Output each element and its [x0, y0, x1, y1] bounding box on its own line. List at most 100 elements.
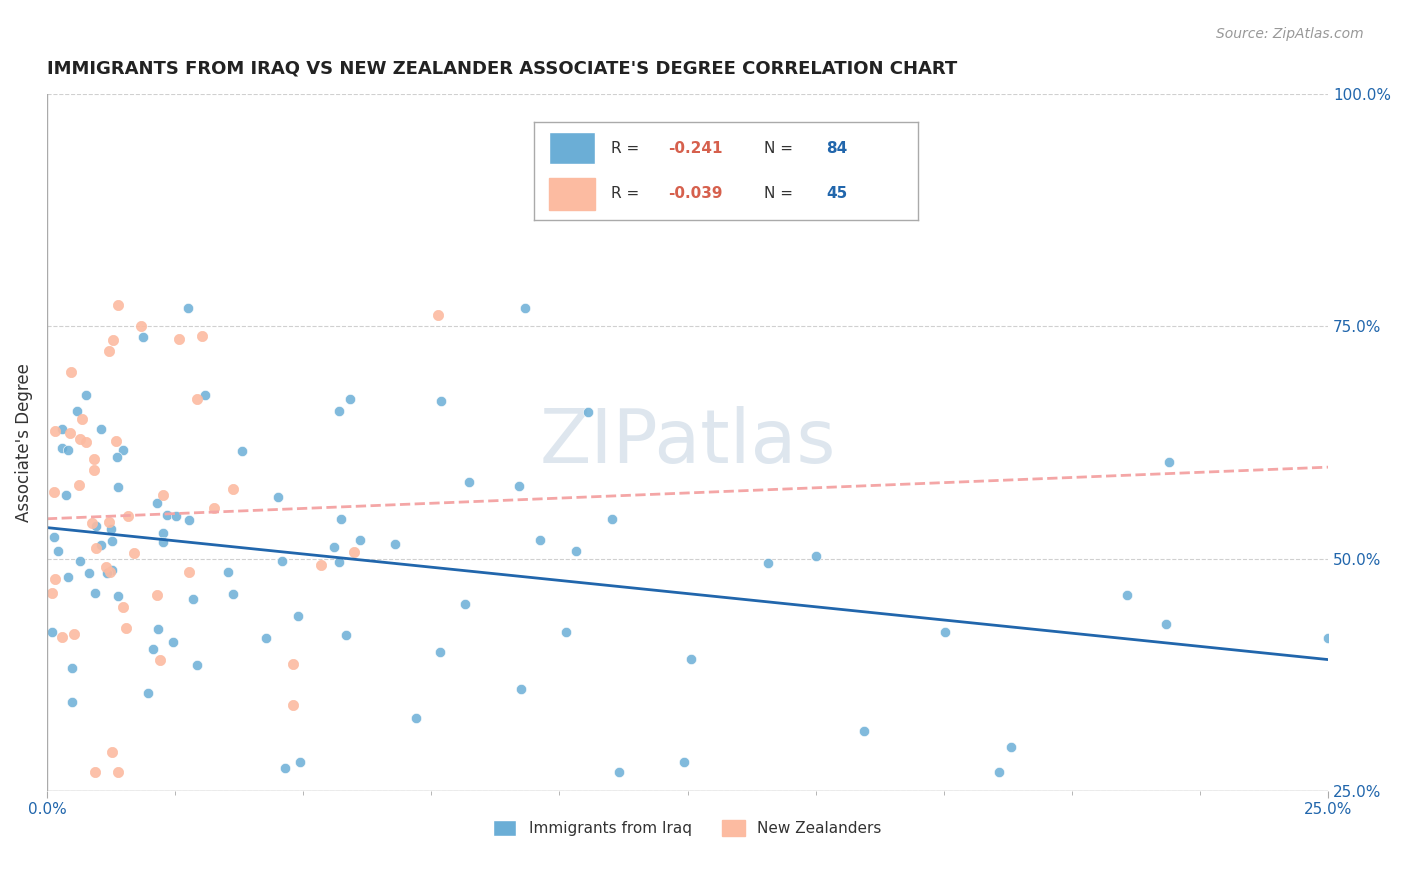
Point: [145, 588, 167, 602]
Point: [343, 544, 366, 558]
Point: [600, 511, 623, 525]
Point: [80, 516, 103, 530]
Point: [141, 641, 163, 656]
Point: [41, 585, 63, 599]
Point: [513, 301, 536, 315]
Point: [44, 425, 66, 439]
Point: [254, 632, 277, 646]
Point: [146, 496, 169, 510]
Point: [222, 587, 245, 601]
Point: [509, 681, 531, 696]
Point: [90, 422, 112, 436]
Point: [988, 764, 1011, 779]
Point: [405, 711, 427, 725]
Point: [427, 308, 450, 322]
Point: [756, 556, 779, 570]
Point: [42, 530, 65, 544]
Point: [162, 634, 184, 648]
Legend: Immigrants from Iraq, New Zealanders: Immigrants from Iraq, New Zealanders: [488, 814, 887, 842]
Point: [555, 625, 578, 640]
Point: [222, 482, 245, 496]
Point: [267, 490, 290, 504]
Point: [152, 535, 174, 549]
Point: [101, 563, 124, 577]
Point: [323, 540, 346, 554]
Point: [59, 426, 82, 441]
Point: [129, 319, 152, 334]
Point: [934, 625, 956, 640]
Point: [281, 657, 304, 672]
Point: [115, 621, 138, 635]
Point: [100, 745, 122, 759]
Point: [607, 764, 630, 779]
Point: [94, 559, 117, 574]
Point: [177, 301, 200, 315]
Point: [681, 652, 703, 666]
Point: [67, 478, 90, 492]
Point: [90, 538, 112, 552]
Point: [330, 512, 353, 526]
Point: [55, 488, 77, 502]
Point: [181, 592, 204, 607]
Point: [83, 452, 105, 467]
Point: [107, 480, 129, 494]
Point: [84, 541, 107, 556]
Point: [132, 330, 155, 344]
Point: [165, 508, 187, 523]
Point: [84, 585, 107, 599]
Point: [231, 443, 253, 458]
Point: [75, 434, 97, 449]
Point: [576, 405, 599, 419]
Point: [136, 686, 159, 700]
Point: [193, 387, 215, 401]
Point: [283, 698, 305, 713]
Point: [122, 546, 145, 560]
Point: [152, 525, 174, 540]
Point: [41, 625, 63, 640]
Point: [111, 599, 134, 614]
Text: Source: ZipAtlas.com: Source: ZipAtlas.com: [1216, 27, 1364, 41]
Point: [1154, 617, 1177, 632]
Point: [70, 412, 93, 426]
Point: [335, 627, 357, 641]
Point: [56, 442, 79, 457]
Point: [44, 572, 66, 586]
Point: [105, 450, 128, 465]
Point: [429, 645, 451, 659]
Point: [271, 554, 294, 568]
Y-axis label: Associate's Degree: Associate's Degree: [15, 363, 32, 522]
Point: [60, 695, 83, 709]
Point: [107, 764, 129, 779]
Point: [186, 658, 208, 673]
Point: [177, 513, 200, 527]
Point: [60, 365, 83, 379]
Point: [107, 298, 129, 312]
Point: [112, 443, 135, 458]
Point: [1000, 739, 1022, 754]
Point: [149, 653, 172, 667]
Point: [1115, 588, 1137, 602]
Text: ZIPatlas: ZIPatlas: [540, 406, 835, 479]
Point: [328, 404, 350, 418]
Point: [186, 392, 208, 406]
Point: [454, 597, 477, 611]
Point: [51, 422, 73, 436]
Point: [852, 723, 875, 738]
Point: [202, 500, 225, 515]
Point: [69, 432, 91, 446]
Point: [309, 558, 332, 573]
Point: [84, 519, 107, 533]
Point: [565, 543, 588, 558]
Point: [430, 393, 453, 408]
Point: [529, 533, 551, 548]
Point: [274, 761, 297, 775]
Point: [69, 553, 91, 567]
Point: [42, 484, 65, 499]
Point: [349, 533, 371, 547]
Point: [83, 764, 105, 779]
Point: [1159, 455, 1181, 469]
Point: [107, 589, 129, 603]
Point: [167, 332, 190, 346]
Point: [97, 343, 120, 358]
Point: [152, 488, 174, 502]
